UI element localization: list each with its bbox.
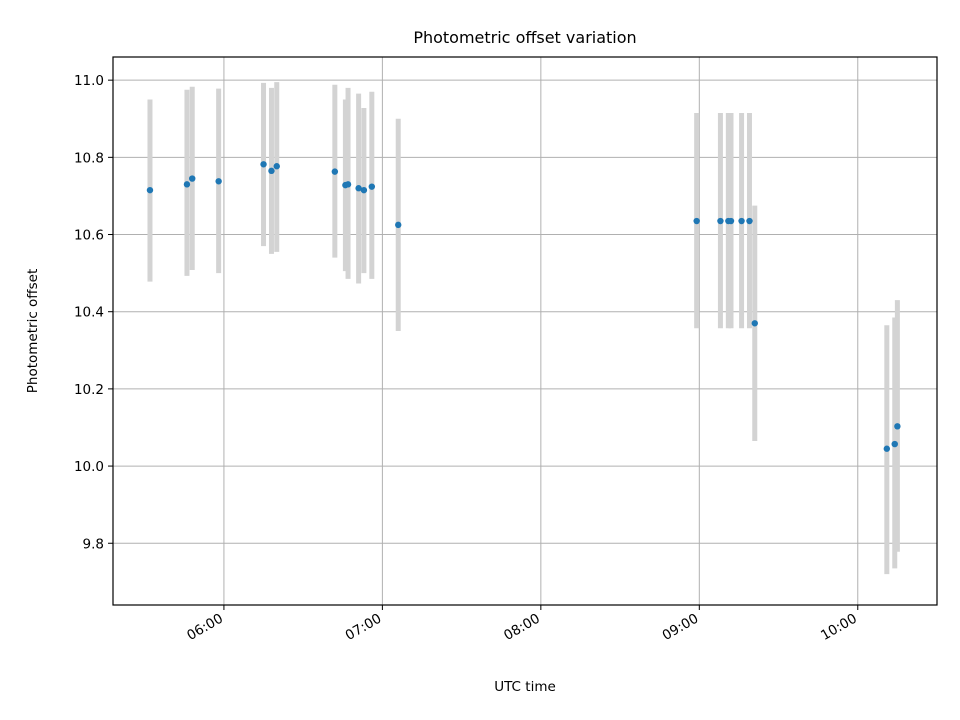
chart-title: Photometric offset variation [413, 28, 636, 47]
data-point [395, 221, 402, 229]
y-tick-label: 10.6 [74, 228, 104, 244]
x-grid-lines [223, 57, 859, 605]
y-axis-label: Photometric offset [25, 269, 41, 393]
data-point [215, 178, 222, 185]
data-point [268, 167, 275, 175]
y-tick-label: 10.2 [74, 382, 104, 398]
y-tick-label: 10.4 [74, 305, 104, 321]
data-point [693, 217, 700, 225]
y-tick-label: 10.0 [74, 459, 104, 475]
data-point [883, 445, 891, 452]
data-point [273, 163, 280, 170]
data-point [189, 175, 196, 182]
data-point [751, 320, 758, 327]
y-tick-label: 11.0 [74, 73, 104, 89]
data-points [146, 161, 901, 452]
y-tick-label: 9.8 [83, 536, 104, 552]
data-point [717, 217, 724, 225]
y-axis-ticks: 9.8 10.0 10.2 10.4 10.6 10.8 11.0 [74, 73, 113, 552]
y-tick-label: 10.8 [74, 150, 104, 166]
data-point [727, 217, 735, 225]
data-point [891, 440, 898, 448]
data-point [146, 186, 154, 194]
data-point [331, 168, 339, 175]
data-point [183, 181, 191, 188]
data-point [355, 185, 362, 192]
plot-area [113, 57, 937, 605]
data-point [894, 423, 901, 430]
plot-frame [112, 56, 938, 606]
data-point [360, 186, 368, 194]
data-point [344, 181, 352, 188]
x-axis-label: UTC time [494, 679, 556, 695]
data-point [746, 217, 753, 225]
data-point [260, 161, 267, 168]
data-point [738, 217, 745, 225]
y-grid-lines [113, 79, 937, 544]
data-point [368, 183, 376, 190]
